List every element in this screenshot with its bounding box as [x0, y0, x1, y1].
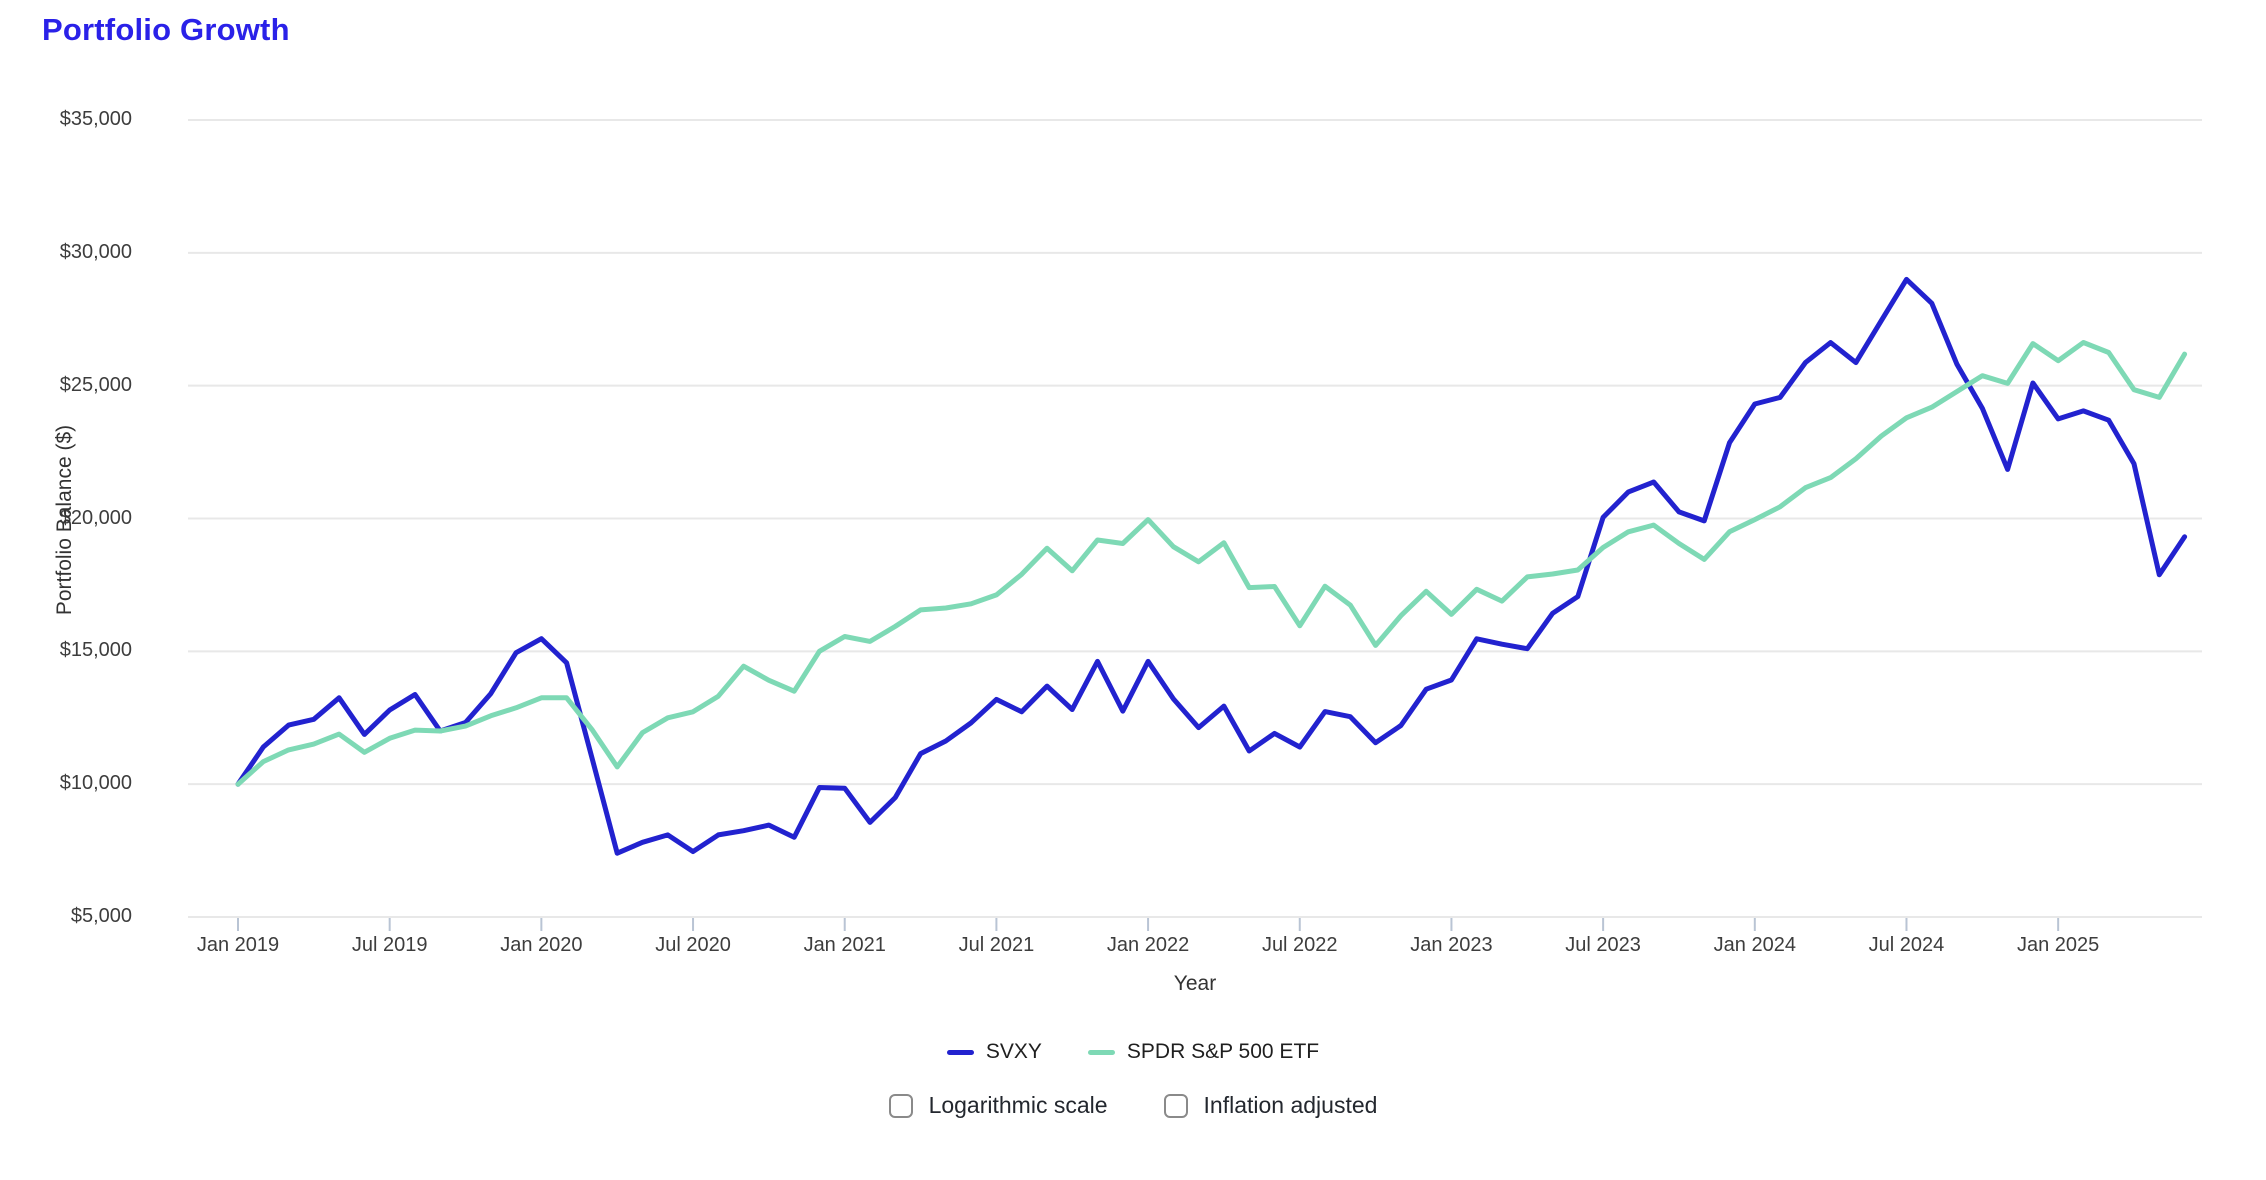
x-tick-label: Jul 2023	[1565, 934, 1641, 956]
x-tick-label: Jul 2022	[1261, 934, 1338, 956]
y-tick-label: $25,000	[59, 373, 132, 396]
x-tick-label: Jan 2020	[500, 934, 583, 956]
y-tick-label: $30,000	[59, 240, 132, 263]
x-tick-label: Jul 2019	[351, 934, 428, 956]
y-tick-label: $20,000	[59, 506, 132, 529]
x-tick-label: Jul 2021	[958, 934, 1035, 956]
x-tick-label: Jul 2024	[1868, 934, 1945, 956]
chart-legend: SVXY SPDR S&P 500 ETF	[0, 1040, 2266, 1064]
chart-controls: Logarithmic scale Inflation adjusted	[0, 1092, 2266, 1119]
y-tick-label: $5,000	[70, 905, 132, 927]
legend-swatch	[946, 1049, 974, 1055]
y-tick-label: $35,000	[59, 108, 132, 130]
legend-label: SVXY	[985, 1040, 1042, 1063]
x-tick-label: Jul 2020	[655, 934, 731, 956]
legend-item-svxy: SVXY	[946, 1040, 1042, 1064]
x-tick-label: Jan 2019	[196, 934, 280, 956]
inflation-adjusted-checkbox[interactable]	[1163, 1093, 1188, 1118]
x-axis-title: Year	[1173, 972, 1217, 995]
series-line-spdr-s-p-500-etf	[235, 340, 2188, 787]
portfolio-growth-chart	[188, 119, 2202, 931]
control-logarithmic-scale[interactable]: Logarithmic scale	[888, 1092, 1108, 1119]
series-line-svxy	[235, 276, 2188, 856]
legend-label: SPDR S&P 500 ETF	[1126, 1040, 1320, 1063]
y-tick-label: $10,000	[59, 772, 132, 795]
x-tick-label: Jan 2025	[2017, 934, 2100, 956]
x-tick-label: Jan 2022	[1106, 934, 1190, 956]
checkbox-label: Inflation adjusted	[1203, 1092, 1378, 1118]
x-tick-label: Jan 2021	[803, 934, 886, 956]
y-tick-label: $15,000	[59, 639, 132, 662]
legend-item-spdr-s-p-500-etf: SPDR S&P 500 ETF	[1087, 1040, 1320, 1064]
checkbox-label: Logarithmic scale	[928, 1092, 1108, 1118]
legend-swatch	[1087, 1049, 1115, 1055]
control-inflation-adjusted[interactable]: Inflation adjusted	[1163, 1092, 1378, 1119]
y-axis-title: Portfolio Balance ($)	[53, 424, 76, 616]
logarithmic-scale-checkbox[interactable]	[888, 1093, 913, 1118]
x-tick-label: Jan 2023	[1410, 934, 1493, 956]
x-tick-label: Jan 2024	[1713, 934, 1796, 956]
page-title: Portfolio Growth	[42, 12, 290, 47]
